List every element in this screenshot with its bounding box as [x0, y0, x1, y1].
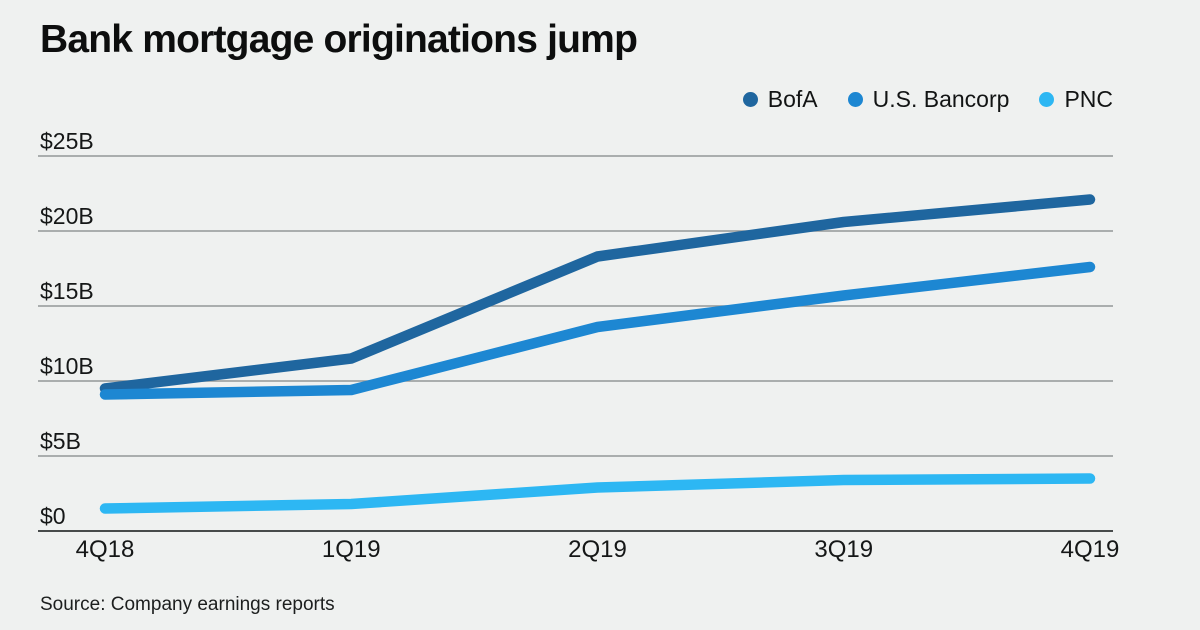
- x-tick-label: 3Q19: [814, 536, 873, 563]
- y-tick-label: $20B: [40, 203, 94, 229]
- bofa-dot-icon: [742, 92, 758, 107]
- y-tick-label: $5B: [40, 428, 81, 454]
- x-tick-label: 4Q19: [1061, 536, 1120, 563]
- u-s-bancorp-line: [99, 261, 1096, 400]
- y-tick-label: $0: [40, 503, 66, 529]
- pnc-dot-icon: [1039, 92, 1055, 107]
- legend-item-bofa: BofA: [742, 86, 818, 113]
- us-bancorp-dot-icon: [847, 92, 863, 107]
- x-tick-label: 4Q18: [76, 536, 135, 563]
- y-tick-label: $15B: [40, 278, 94, 304]
- legend-item-us-bancorp: U.S. Bancorp: [847, 86, 1010, 113]
- x-tick-label: 1Q19: [322, 536, 381, 563]
- pnc-line: [99, 473, 1096, 514]
- chart-title: Bank mortgage originations jump: [40, 18, 638, 61]
- legend-label: PNC: [1064, 86, 1113, 112]
- x-tick-label: 2Q19: [568, 536, 627, 563]
- source-attribution: Source: Company earnings reports: [40, 594, 335, 615]
- legend-item-pnc: PNC: [1039, 86, 1113, 113]
- legend-label: BofA: [767, 86, 818, 112]
- legend-label: U.S. Bancorp: [872, 86, 1010, 112]
- y-tick-label: $10B: [40, 353, 94, 379]
- legend: BofA U.S. Bancorp PNC: [742, 86, 1113, 113]
- y-tick-label: $25B: [40, 128, 94, 154]
- bofa-line: [99, 194, 1096, 394]
